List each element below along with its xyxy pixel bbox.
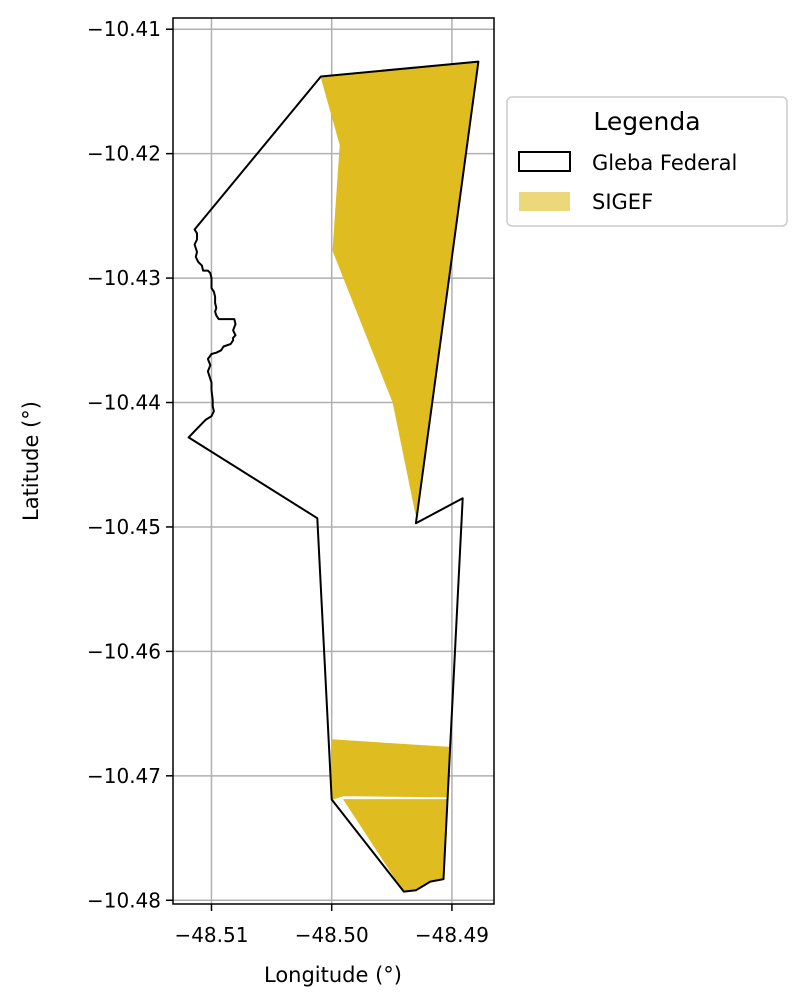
y-tick-label: −10.44 — [87, 391, 161, 415]
gleba-federal-polygon-1 — [187, 60, 480, 893]
y-axis: −10.41 −10.42 −10.43 −10.44 −10.45 −10.46 −10.… — [87, 17, 173, 912]
map-layers — [187, 60, 480, 893]
y-tick-label: −10.42 — [87, 142, 161, 166]
y-tick-label: −10.41 — [87, 17, 161, 41]
y-axis-label: Latitude (°) — [19, 401, 43, 521]
legend-title: Legenda — [593, 107, 700, 136]
x-axis-label: Longitude (°) — [264, 963, 402, 987]
legend-swatch-gleba-federal — [518, 151, 571, 172]
legend-swatch-sigef — [519, 192, 570, 211]
y-tick-label: −10.48 — [87, 888, 161, 912]
y-tick-label: −10.47 — [87, 764, 161, 788]
x-tick-label: −48.49 — [415, 923, 489, 947]
sigef-polygon-2 — [331, 739, 450, 801]
x-tick-label: −48.50 — [295, 923, 369, 947]
legend-label-gleba-federal: Gleba Federal — [592, 151, 737, 175]
plot-frame — [172, 17, 495, 905]
legend-label-sigef: SIGEF — [592, 190, 653, 214]
y-tick-label: −10.45 — [87, 515, 161, 539]
y-tick-label: −10.46 — [87, 639, 161, 663]
x-tick-label: −48.51 — [174, 923, 248, 947]
legend: Legenda Gleba Federal SIGEF — [506, 96, 788, 227]
x-axis: −48.51 −48.50 −48.49 — [174, 904, 489, 947]
legend-box — [506, 96, 788, 227]
y-tick-label: −10.43 — [87, 266, 161, 290]
